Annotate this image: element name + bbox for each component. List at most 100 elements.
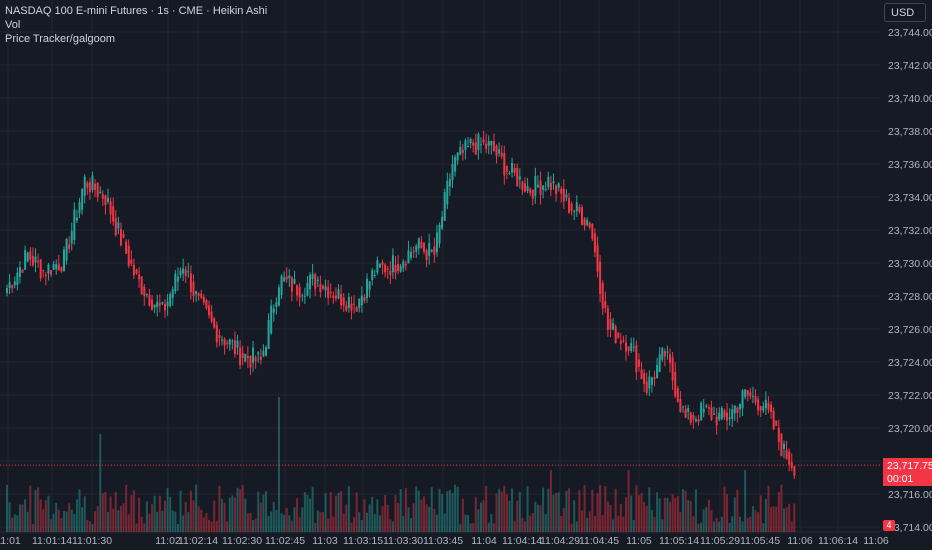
candle-body <box>340 293 343 306</box>
candle-body <box>697 419 700 422</box>
volume-bar <box>422 496 425 532</box>
volume-bar <box>749 516 752 532</box>
candle-body <box>785 449 788 460</box>
candle-body <box>378 264 381 268</box>
alert-count-badge[interactable]: 4 <box>883 520 895 531</box>
time-tick-label: 11:03:30 <box>383 535 423 547</box>
candle-body <box>360 295 363 306</box>
volume-bar <box>6 484 8 532</box>
volume-bar <box>145 501 148 532</box>
volume-bar <box>637 495 640 532</box>
candle-body <box>741 390 744 409</box>
volume-bar <box>363 499 366 532</box>
volume-bar <box>187 512 190 532</box>
candle-body <box>596 245 599 272</box>
candle-body <box>68 244 71 249</box>
volume-bar <box>62 510 65 532</box>
volume-bar <box>718 521 721 532</box>
volume-bar <box>378 515 381 532</box>
volume-bar <box>91 523 94 532</box>
volume-bar <box>640 493 643 532</box>
volume-bar <box>617 515 620 532</box>
volume-bar <box>723 486 726 532</box>
time-tick-label: 11:02 <box>155 535 181 547</box>
candle-body <box>777 427 780 442</box>
time-tick-label: 11:01:30 <box>72 535 112 547</box>
candle-body <box>555 185 558 195</box>
candle-body <box>441 216 444 229</box>
candle-body <box>288 275 291 279</box>
volume-bar <box>459 523 462 532</box>
candle-body <box>236 340 239 348</box>
candle-body <box>306 282 309 296</box>
candle-body <box>775 420 778 426</box>
candle-body <box>521 181 524 191</box>
candle-body <box>329 291 332 294</box>
candle-body <box>474 142 477 155</box>
volume-bar <box>337 492 340 532</box>
currency-button[interactable]: USD <box>884 3 926 22</box>
candle-body <box>707 407 710 409</box>
volume-bar <box>656 492 659 532</box>
chart-legend: NASDAQ 100 E-mini Futures · 1s · CME · H… <box>5 4 267 46</box>
volume-bar <box>671 494 674 532</box>
candle-body <box>86 182 89 188</box>
candle-body <box>606 308 609 331</box>
volume-bar <box>148 513 151 532</box>
symbol-title[interactable]: NASDAQ 100 E-mini Futures · 1s · CME · H… <box>5 5 268 17</box>
candle-body <box>658 354 661 372</box>
volume-bar <box>770 507 773 532</box>
candle-body <box>713 413 716 415</box>
volume-bar <box>477 509 480 532</box>
candle-body <box>122 233 125 238</box>
volume-bar <box>70 509 73 532</box>
volume-bar <box>650 509 653 532</box>
candle-body <box>44 274 47 276</box>
volume-bar <box>130 495 133 532</box>
volume-bar <box>140 516 143 532</box>
candle-body <box>676 388 679 402</box>
volume-bar <box>526 486 529 532</box>
candle-body <box>114 218 117 235</box>
volume-indicator-label[interactable]: Vol <box>5 19 21 31</box>
volume-bar <box>231 495 234 532</box>
candle-body <box>296 285 299 296</box>
time-tick-label: 11:04:29 <box>540 535 580 547</box>
price-tracker-indicator-label[interactable]: Price Tracker/galgoom <box>5 33 116 45</box>
candle-body <box>81 189 84 210</box>
volume-bar <box>18 504 21 532</box>
candle-body <box>18 266 21 277</box>
volume-bar <box>254 518 257 532</box>
candle-body <box>55 264 58 270</box>
candle-body <box>448 178 451 187</box>
candle-body <box>614 326 617 344</box>
candle-body <box>539 180 542 195</box>
candle-body <box>770 404 773 413</box>
candle-body <box>96 182 99 197</box>
candle-body <box>78 202 81 214</box>
candle-body <box>586 220 589 226</box>
last-price-value: 23,717.75 <box>887 460 932 473</box>
volume-bar <box>552 494 555 532</box>
candle-body <box>467 146 470 148</box>
volume-bar <box>448 489 451 532</box>
volume-bar <box>604 486 607 532</box>
candle-body <box>511 162 514 173</box>
volume-bar <box>591 489 594 532</box>
volume-bar <box>565 490 568 532</box>
price-tick-label: 23,728.00 <box>888 291 932 303</box>
candle-body <box>482 139 485 143</box>
volume-bar <box>119 506 122 532</box>
volume-bar <box>596 493 599 532</box>
volume-bar <box>277 397 280 532</box>
candle-body <box>552 181 555 184</box>
candle-body <box>202 296 205 303</box>
candle-body <box>342 297 345 306</box>
candle-body <box>389 270 392 275</box>
candle-body <box>681 406 684 408</box>
candle-body <box>246 355 249 359</box>
volume-bar <box>762 523 765 532</box>
candle-body <box>407 250 410 264</box>
volume-bar <box>371 496 374 532</box>
